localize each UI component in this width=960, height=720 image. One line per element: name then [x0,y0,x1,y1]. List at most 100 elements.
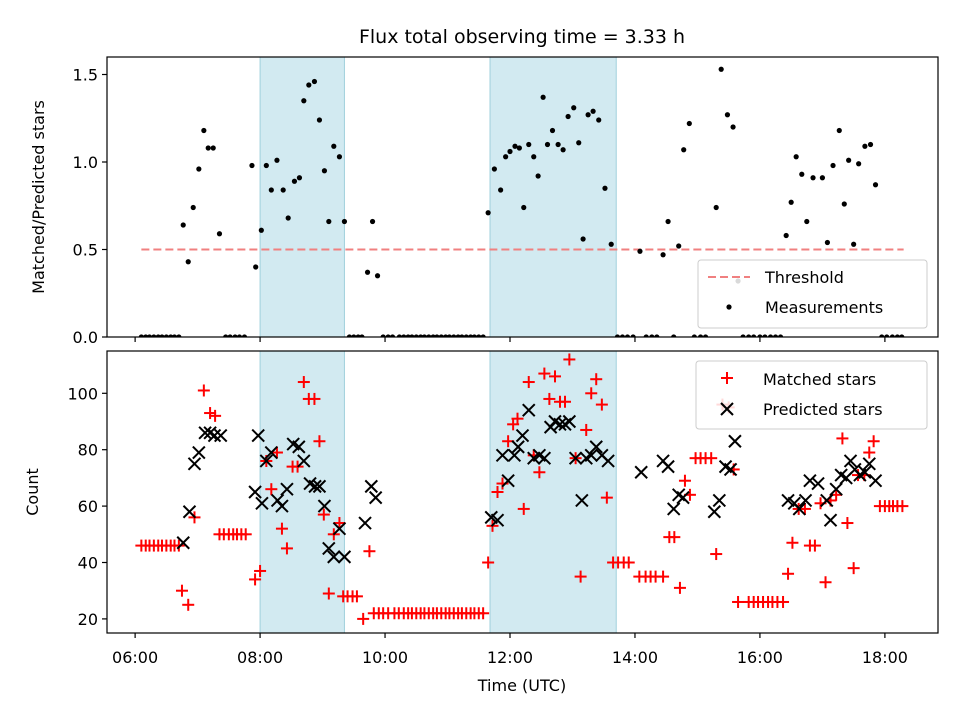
data-point [317,508,330,521]
data-point [836,127,842,134]
data-point [322,541,336,556]
data-point [804,218,810,225]
data-point [241,334,248,337]
x-tick-label: 12:00 [487,648,533,667]
shaded-interval-2 [489,350,617,634]
data-point [385,334,391,337]
data-point [608,241,614,247]
data-point [172,539,185,552]
data-point [823,513,838,527]
data-point [676,243,682,249]
data-point [151,334,157,337]
data-point [477,607,490,620]
data-point [308,479,322,494]
data-point [216,231,223,237]
data-point [533,466,546,479]
data-point [637,248,643,254]
data-point [730,124,736,130]
data-point [872,182,879,188]
data-point [601,454,615,468]
data-point [301,98,307,104]
data-point [713,204,719,211]
x-tick-label: 18:00 [862,648,908,667]
data-point [535,173,541,179]
data-point [565,113,571,120]
series-measurements [138,66,905,337]
data-point [558,395,571,408]
data-point [491,486,504,498]
data-point [808,539,821,552]
data-point [311,78,318,85]
data-point [236,334,243,337]
data-point [596,117,602,123]
data-point [548,370,561,383]
shaded-interval-1 [259,350,345,634]
data-point [762,334,768,337]
data-point [463,334,469,337]
data-point [438,334,444,337]
data-point [537,451,552,465]
data-point [321,168,328,174]
data-point [811,476,825,491]
data-point [313,435,326,448]
data-point [196,166,202,172]
data-point [856,161,862,167]
data-point [327,550,341,564]
data-point [585,387,598,400]
data-point [522,403,536,417]
data-point [451,334,457,337]
data-point [380,334,386,337]
data-point [654,334,660,337]
data-point [503,154,509,160]
data-point [511,440,525,454]
data-point [270,446,283,459]
data-point [459,334,465,337]
y-tick-label: 20 [78,610,98,629]
data-point [830,162,836,169]
data-point [624,334,631,337]
data-point [782,567,795,580]
data-point [275,499,289,513]
data-point [182,505,197,519]
data-point [783,232,789,239]
data-point [718,66,724,72]
data-point [205,145,211,151]
x-tick-label: 10:00 [362,648,408,667]
data-point [501,474,515,488]
series-matched-stars [135,353,909,625]
data-point [341,218,348,225]
data-point [214,428,228,443]
data-point [253,264,259,270]
data-point [223,334,229,337]
data-point [649,334,655,337]
shaded-interval-2 [489,56,617,338]
data-point [879,334,885,337]
data-point [359,334,365,337]
data-point [841,517,854,530]
data-point [810,175,816,181]
data-point [249,573,262,586]
data-point [511,412,524,425]
y-tick-label: 80 [78,441,98,460]
data-point [297,376,310,389]
data-point [600,491,613,504]
data-point [297,454,311,468]
y-tick-label: 100 [67,384,98,403]
data-point [746,334,752,337]
data-point [292,440,306,454]
legend-matched-label: Matched stars [763,370,876,389]
data-point [333,517,346,530]
data-point [673,581,686,594]
data-point [358,516,372,530]
data-point [248,485,262,499]
data-point [724,112,731,118]
data-point [322,587,335,600]
data-point [793,154,799,160]
data-point [819,175,826,181]
data-point [337,550,352,564]
data-point [389,334,396,337]
data-point [602,185,608,191]
data-point [192,445,206,460]
ratio-panel: 0.0 0.5 1.0 1.5 Matched/Predicted stars Thr… [29,56,939,347]
data-point [560,147,566,153]
